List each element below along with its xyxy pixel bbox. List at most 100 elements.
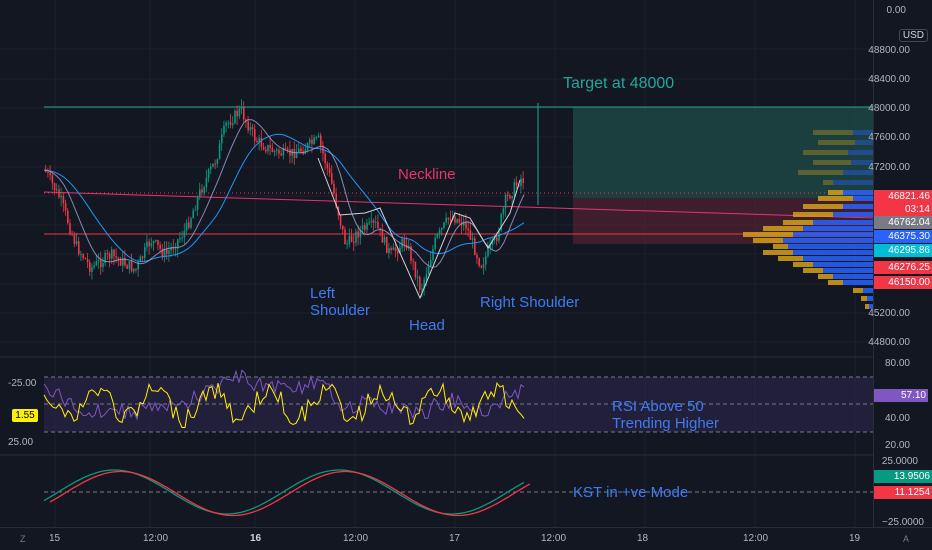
candle-body [251,127,254,130]
target-zone[interactable] [573,107,873,198]
candle-body [185,222,188,232]
candle-body [49,172,51,176]
candle-body [423,279,425,289]
volume-profile-bar [788,244,873,249]
price-tick: 48400.00 [868,74,910,85]
candle-body [258,137,260,143]
candle-body [311,139,313,145]
candle-body [383,236,386,243]
candle-body [119,259,122,266]
rsi-left-tick-bottom: 25.00 [8,437,34,448]
volume-profile-bar [848,150,873,155]
target-label[interactable]: Target at 48000 [563,75,675,92]
moving-average-blue [43,133,525,263]
left-shoulder-label-2[interactable]: Shoulder [310,302,371,319]
candle-body [269,145,271,148]
auto-scale-icon[interactable]: A [903,534,910,544]
candle-body [150,243,153,247]
volume-profile-bar [828,280,843,285]
candle-body [141,256,144,258]
head-shoulders-drawing[interactable] [317,157,521,300]
candle-body [427,266,430,275]
volume-profile-bar [843,170,873,175]
price-badge-current: 46821.46 [874,190,932,203]
currency-badge[interactable]: USD [898,29,928,42]
volume-profile-bar [818,274,833,279]
volume-profile-bar [828,190,843,195]
time-tick: 12:00 [143,533,169,544]
candle-body [456,219,458,223]
candle-body [62,195,65,204]
volume-profile-bar [778,256,803,261]
candle-body [161,248,164,257]
rsi-value-badge: 57.10 [874,389,928,402]
rsi-line-yellow [43,381,525,428]
candle-body [436,234,439,238]
candle-body [474,238,476,255]
price-badge-level: 46375.30 [874,230,932,243]
volume-profile-bar [833,274,873,279]
kst-note[interactable]: KST in +ve Mode [573,484,689,501]
candle-body [388,248,390,253]
time-tick: 19 [849,533,861,544]
candle-body [339,215,342,226]
volume-profile-bar [843,204,873,209]
candle-body [69,223,71,234]
price-badge-level: 46295.86 [874,244,932,257]
candle-body [419,277,421,290]
volume-profile-bar [853,130,873,135]
candle-body [117,257,120,260]
rsi-note-1[interactable]: RSI Above 50 [612,398,704,415]
candle-body [104,252,106,264]
candle-body [284,148,287,150]
candle-body [491,239,494,245]
candle-body [273,150,276,152]
candle-body [166,249,168,254]
candle-body [390,248,392,251]
kst-badge-green: 13.9506 [874,470,932,483]
zoom-reset-icon[interactable]: Z [20,534,26,544]
neckline-trendline[interactable] [43,191,874,219]
candle-body [471,238,474,240]
neckline-label[interactable]: Neckline [398,166,456,183]
candle-body [108,253,111,259]
price-axis[interactable]: 0.00 48800.00 48400.00 48000.00 47600.00… [868,0,932,550]
candle-body [397,250,399,254]
candle-body [247,121,249,131]
candle-body [130,261,133,272]
volume-profile-bar [867,296,873,301]
candle-body [366,223,368,230]
candle-body [493,237,496,240]
candle-body [207,169,210,178]
rsi-note-2[interactable]: Trending Higher [612,415,719,432]
head-label[interactable]: Head [409,317,445,334]
candle-body [128,261,131,269]
right-shoulder-label[interactable]: Right Shoulder [480,294,580,311]
candle-body [403,239,406,245]
candle-body [163,249,166,257]
candle-body [320,135,322,146]
time-tick: 18 [637,533,649,544]
candle-body [357,231,359,238]
candle-body [157,239,159,245]
left-shoulder-label-1[interactable]: Left [310,285,336,302]
candle-body [256,140,258,143]
price-badge-countdown: 03:14 [874,203,932,216]
candle-body [377,221,379,229]
volume-profile-bar [803,226,873,231]
candle-body [434,237,436,249]
candle-body [386,236,388,253]
candle-body [249,127,252,131]
time-axis[interactable]: Z 15 12:00 16 12:00 17 12:00 18 12:00 19… [0,527,932,550]
candle-body [53,183,56,191]
candle-body [205,177,208,188]
volume-profile-bar [855,140,873,145]
candle-body [280,153,282,156]
candle-body [344,229,346,245]
candle-body [333,183,335,194]
candle-body [346,243,348,245]
candle-body [496,237,498,241]
candle-body [135,268,137,270]
price-tick: 0.00 [886,5,906,16]
